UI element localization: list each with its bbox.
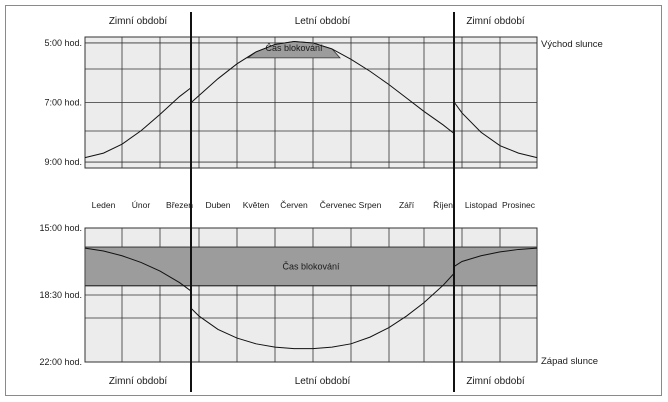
month-label: Duben xyxy=(205,200,230,210)
blocking-band-bottom xyxy=(84,246,538,286)
month-label: Březen xyxy=(166,200,193,210)
season-label-bottom: Zimní období xyxy=(109,376,168,387)
y-tick-top: 9:00 hod. xyxy=(44,157,82,167)
month-label: Leden xyxy=(92,200,116,210)
season-label-bottom: Zimní období xyxy=(466,376,525,387)
blocking-label-bottom: Čas blokování xyxy=(282,261,340,271)
month-label: Červenec xyxy=(320,200,357,210)
month-label: Říjen xyxy=(433,200,453,210)
month-label: Prosinec xyxy=(502,200,536,210)
sunset-curve-winter-2 xyxy=(454,247,538,267)
season-label-top: Letní období xyxy=(295,16,351,27)
month-label: Únor xyxy=(132,200,151,210)
y-tick-top: 7:00 hod. xyxy=(44,98,82,108)
outer-frame xyxy=(5,5,662,396)
series-label-sunrise: Východ slunce xyxy=(541,39,603,50)
month-label: Listopad xyxy=(465,200,497,210)
series-label-sunset: Západ slunce xyxy=(541,356,598,367)
y-tick-top: 5:00 hod. xyxy=(44,38,82,48)
season-label-top: Zimní období xyxy=(466,16,525,27)
sunset-curve-winter-1 xyxy=(84,247,192,292)
month-label: Květen xyxy=(243,200,270,210)
y-tick-bottom: 18:30 hod. xyxy=(39,290,82,300)
month-label: Září xyxy=(399,200,415,210)
season-label-bottom: Letní období xyxy=(295,376,351,387)
month-label: Červen xyxy=(280,200,308,210)
season-label-top: Zimní období xyxy=(109,16,168,27)
blocking-label-top: Čas blokování xyxy=(265,43,323,53)
sunrise-curve-winter-1 xyxy=(84,87,192,159)
y-tick-bottom: 15:00 hod. xyxy=(39,223,82,233)
y-tick-bottom: 22:00 hod. xyxy=(39,357,82,367)
sunset-curve-summer xyxy=(190,272,455,350)
sunrise-curve-winter-2 xyxy=(453,102,538,159)
sunrise-curve-summer xyxy=(190,40,455,135)
month-label: Srpen xyxy=(359,200,382,210)
